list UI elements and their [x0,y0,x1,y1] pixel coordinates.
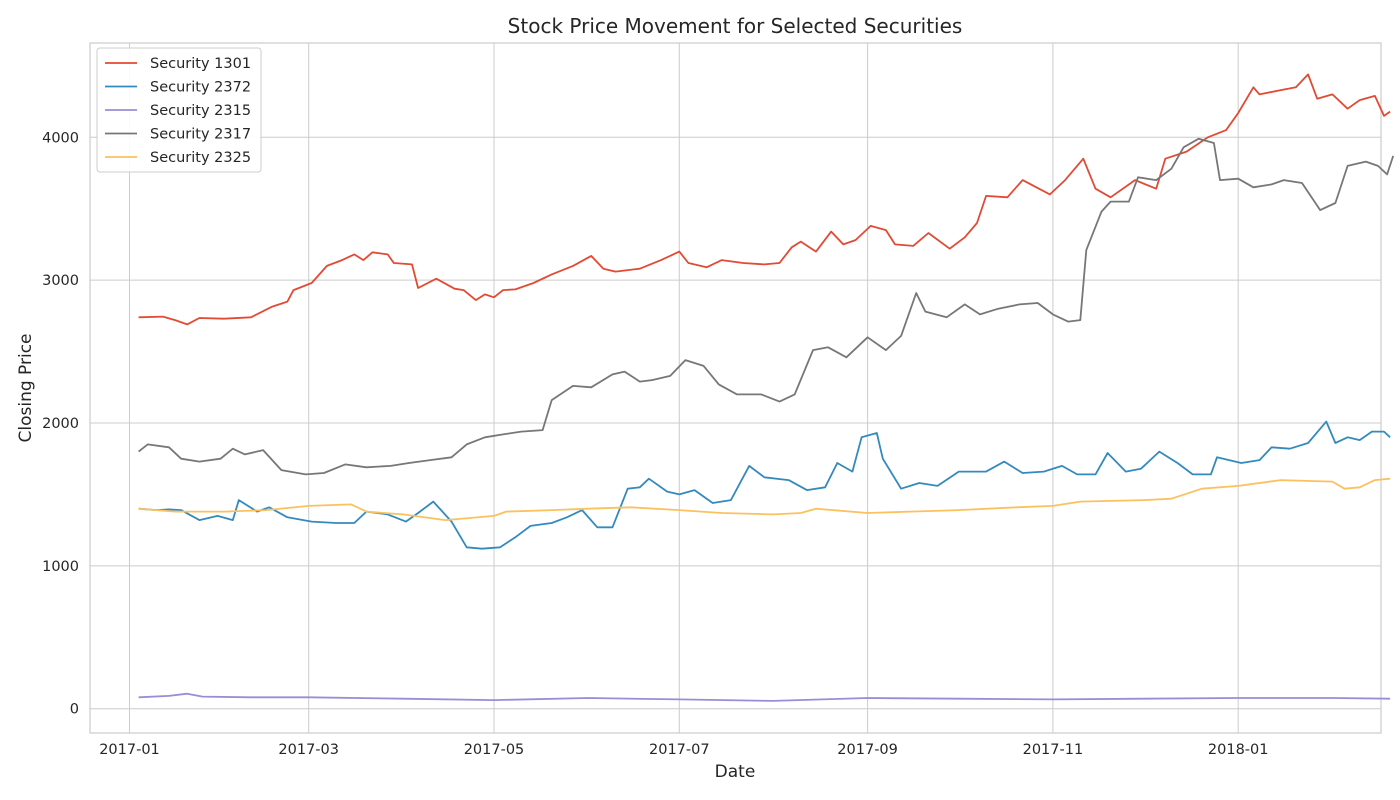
x-tick-label: 2017-01 [99,742,160,758]
x-tick-label: 2017-11 [1023,742,1084,758]
y-tick-label: 2000 [42,416,79,432]
y-axis-label: Closing Price [16,333,36,442]
plot-frame [89,42,1382,734]
legend-label: Security 1301 [150,56,251,72]
series-line-security-2315 [138,692,1391,702]
legend-label: Security 2315 [150,103,251,119]
legend-label: Security 2325 [150,150,251,166]
y-tick-label: 1000 [42,559,79,575]
y-tick-label: 0 [70,702,79,718]
x-tick-label: 2017-09 [837,742,898,758]
series-line-security-2325 [138,477,1391,521]
x-tick-label: 2018-01 [1208,742,1269,758]
x-tick-label: 2017-07 [649,742,710,758]
series-line-security-2372 [138,420,1391,550]
y-tick-label: 4000 [42,130,79,146]
x-tick-label: 2017-05 [464,742,525,758]
grid-lines [90,43,1381,733]
legend-label: Security 2317 [150,127,251,143]
legend-label: Security 2372 [150,80,251,96]
chart-title: Stock Price Movement for Selected Securi… [508,14,963,38]
x-tick-label: 2017-03 [278,742,339,758]
x-axis-label: Date [715,762,756,782]
series-line-security-2317 [138,137,1395,476]
legend-box [96,47,262,173]
tick-labels: 2017-01 2017-03 2017-05 2017-07 2017-09 2017-… [42,130,1268,758]
series-lines [138,73,1395,702]
series-line-security-1301 [138,73,1391,326]
legend: Security 1301 Security 2372 Security 2315 S… [96,47,262,173]
y-tick-label: 3000 [42,273,79,289]
